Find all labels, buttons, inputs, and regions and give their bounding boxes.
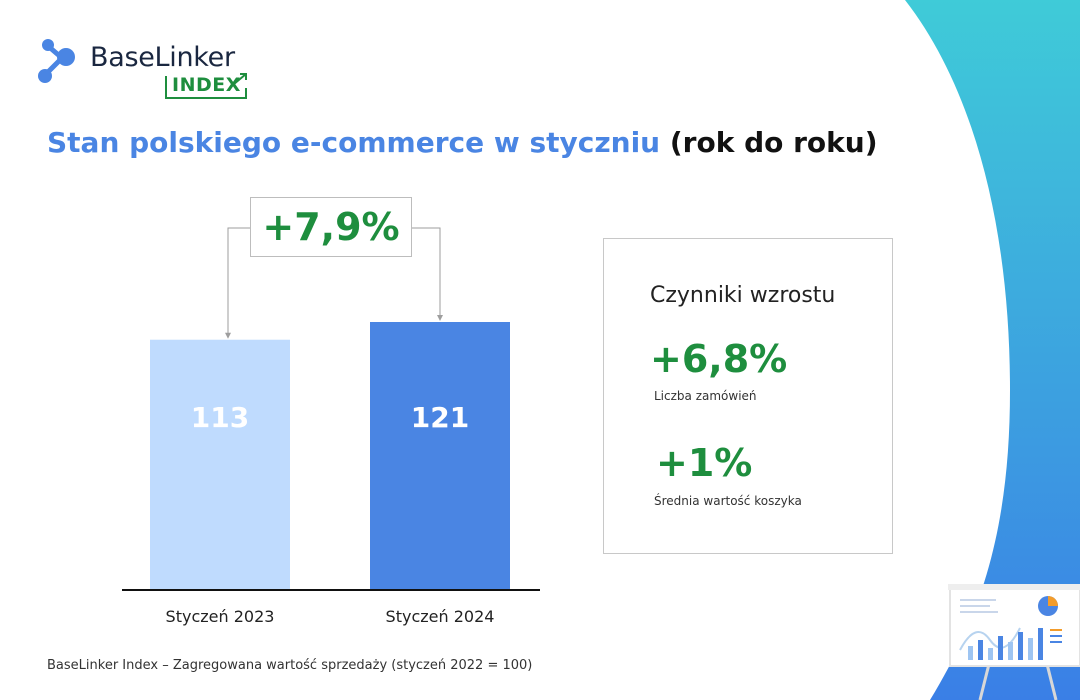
connector-right-arrowhead: [437, 315, 443, 321]
factor-orders-value: +6,8%: [650, 337, 788, 381]
brand-name: BaseLinker: [90, 42, 235, 73]
molecule-logo-icon: [38, 39, 75, 83]
brand-index-badge: INDEX: [164, 72, 248, 100]
bar-value-label-1: 113: [191, 401, 249, 434]
page-title: Stan polskiego e-commerce w styczniu (ro…: [47, 126, 878, 159]
title-suffix: (rok do roku): [669, 126, 878, 159]
title-main: Stan polskiego e-commerce w styczniu: [47, 126, 661, 159]
factor-orders-label: Liczba zamówień: [654, 389, 757, 403]
factor-basket-value: +1%: [656, 441, 753, 485]
category-label-2: Styczeń 2024: [386, 607, 495, 626]
brand-sub: INDEX: [172, 74, 241, 96]
growth-factors-panel: Czynniki wzrostu +6,8% Liczba zamówień +…: [603, 238, 893, 554]
brand-logo: BaseLinker INDEX: [36, 36, 266, 106]
connector-left-arrowhead: [225, 332, 231, 339]
factor-basket-label: Średnia wartość koszyka: [654, 494, 802, 508]
growth-change-badge: +7,9%: [250, 197, 412, 257]
bar-value-label-2: 121: [411, 401, 469, 434]
connector-right: [412, 227, 441, 320]
connector-left: [227, 227, 250, 338]
presentation-board-icon: [948, 584, 1080, 700]
bar-2: [370, 322, 510, 590]
factors-title: Czynniki wzrostu: [650, 283, 836, 308]
footnote: BaseLinker Index – Zagregowana wartość s…: [47, 658, 533, 673]
bar-1: [150, 339, 290, 590]
category-label-1: Styczeń 2023: [166, 607, 275, 626]
